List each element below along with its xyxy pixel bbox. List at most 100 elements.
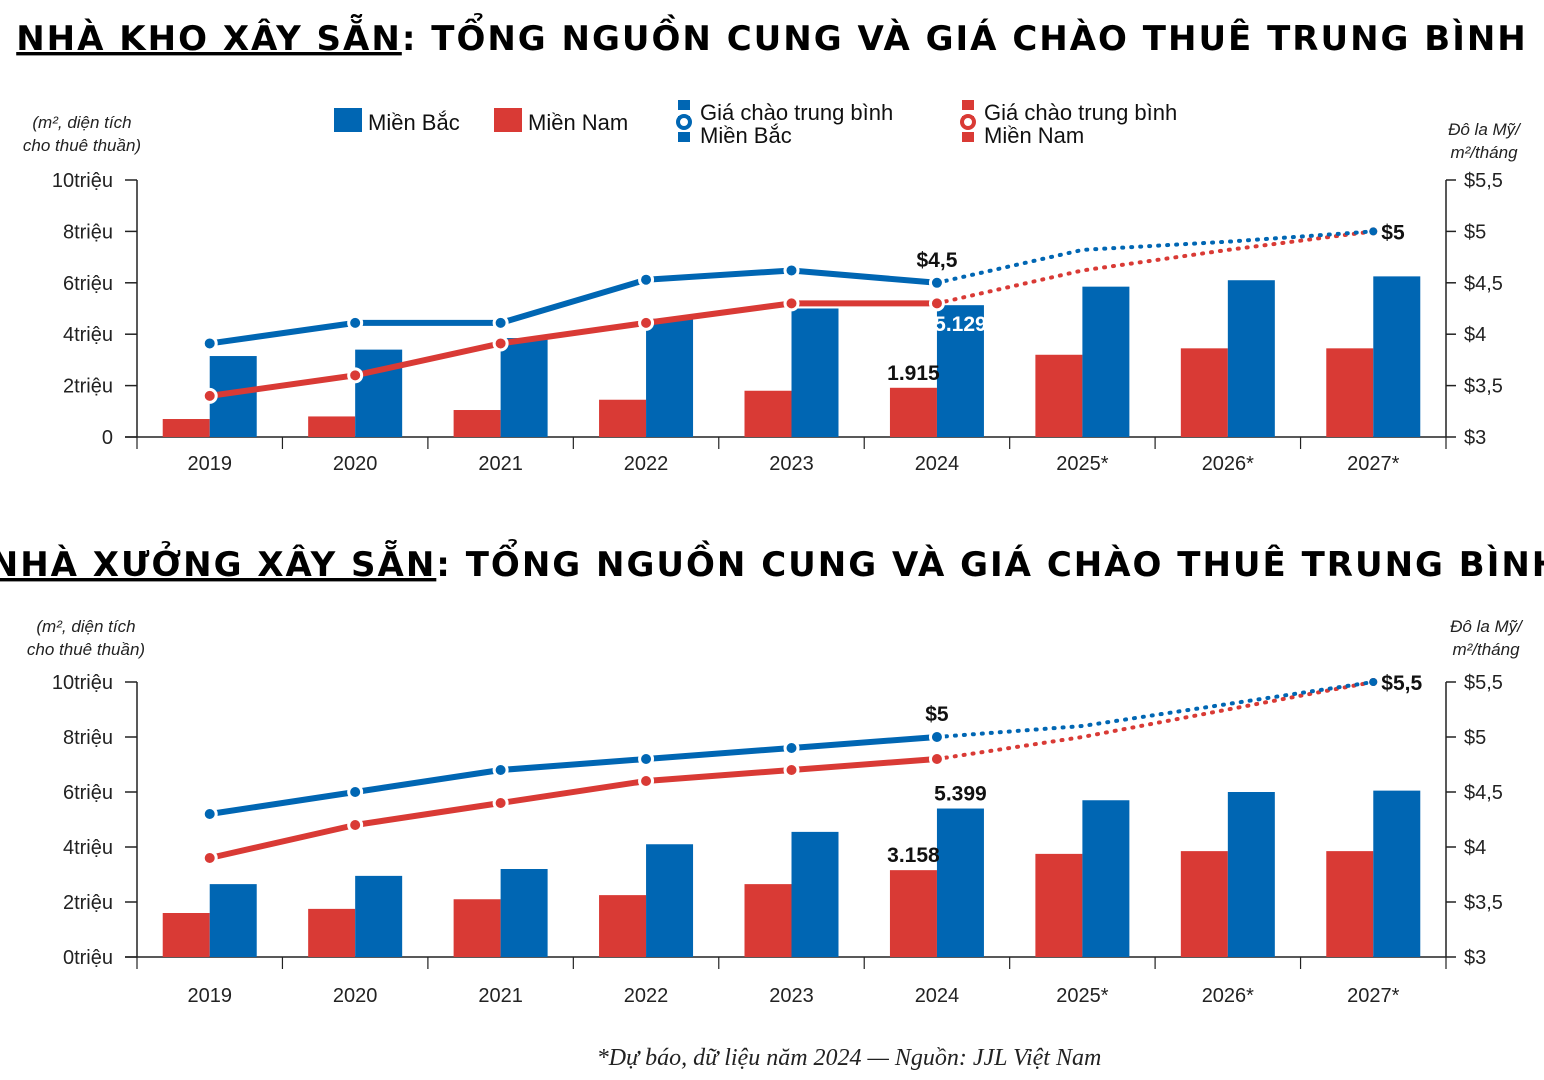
chart-1-left-unit-2: cho thuê thuần) — [23, 136, 141, 155]
chart-1-title-underlined: NHÀ KHO XÂY SẴN — [16, 14, 402, 59]
x-axis-tick-label: 2026* — [1202, 453, 1254, 475]
legend-south-swatch — [494, 108, 522, 132]
bar-mien-bac — [1082, 800, 1130, 957]
bar-mien-bac — [791, 308, 839, 437]
chart-2-right-unit-2: m²/tháng — [1452, 640, 1520, 659]
bar-mien-bac — [936, 808, 984, 957]
bar-mien-nam — [889, 387, 937, 437]
chart-1-right-unit-1: Đô la Mỹ/ — [1448, 120, 1522, 139]
price-point-mien-nam — [201, 850, 218, 866]
price-point-mien-bac — [492, 762, 509, 778]
price-point-mien-nam — [638, 773, 655, 789]
price-line-forecast-mien-bac — [934, 680, 1376, 739]
right-axis-tick-label: $4,5 — [1464, 782, 1503, 804]
data-label: 5.399 — [934, 783, 987, 806]
data-label: 1.915 — [887, 362, 940, 385]
bar-mien-bac — [1227, 280, 1275, 437]
price-line-mien-nam — [206, 756, 940, 861]
price-point-mien-bac — [347, 314, 364, 331]
chart-1-left-unit-1: (m², diện tích — [32, 113, 131, 132]
left-axis-tick-label: 4triệu — [63, 324, 113, 346]
bar-mien-bac — [500, 869, 548, 957]
bar-mien-nam — [1326, 851, 1374, 957]
chart-2-right-unit-1: Đô la Mỹ/ — [1450, 617, 1524, 636]
x-axis-tick-label: 2024 — [915, 985, 960, 1007]
bar-mien-nam — [453, 410, 501, 437]
legend-south-line-label-2: Miền Nam — [984, 123, 1084, 148]
legend-south-line-label-1: Giá chào trung bình — [984, 100, 1177, 125]
x-axis-tick-label: 2027* — [1347, 453, 1399, 475]
bar-mien-nam — [308, 908, 356, 957]
bar-mien-bac — [1373, 790, 1421, 957]
legend-south-line-swatch — [960, 100, 976, 148]
bar-mien-nam — [162, 913, 210, 957]
left-axis-tick-label: 2triệu — [63, 376, 113, 398]
price-line-forecast-mien-nam — [934, 229, 1376, 306]
price-point-mien-bac — [928, 729, 945, 745]
bar-mien-bac — [1373, 276, 1421, 437]
bar-mien-nam — [308, 416, 356, 437]
bar-mien-bac — [1227, 792, 1275, 957]
left-axis-tick-label: 6triệu — [63, 273, 113, 295]
price-point-mien-nam — [928, 751, 945, 767]
bar-mien-bac — [791, 831, 839, 957]
x-axis-tick-label: 2025* — [1056, 453, 1108, 475]
price-point-mien-nam — [783, 295, 800, 312]
right-axis-tick-label: $4 — [1464, 324, 1486, 346]
price-point-mien-nam — [201, 387, 218, 404]
bar-mien-nam — [1035, 354, 1083, 437]
price-point-mien-nam — [347, 817, 364, 833]
bar-mien-bac — [355, 875, 403, 957]
x-axis-tick-label: 2027* — [1347, 985, 1399, 1007]
bar-mien-bac — [500, 338, 548, 437]
price-line-mien-nam — [206, 300, 940, 399]
left-axis-tick-label: 4triệu — [63, 837, 113, 859]
chart-2-title-rest: : TỔNG NGUỒN CUNG VÀ GIÁ CHÀO THUÊ TRUNG… — [436, 538, 1544, 585]
chart-2-title: NHÀ XƯỞNG XÂY SẴN: TỔNG NGUỒN CUNG VÀ GI… — [0, 538, 1544, 585]
price-point-mien-bac — [638, 271, 655, 288]
data-label: $4,5 — [917, 249, 958, 272]
right-axis-tick-label: $3 — [1464, 947, 1486, 969]
x-axis-tick-label: 2019 — [187, 985, 232, 1007]
data-label: 3.158 — [887, 844, 940, 867]
right-axis-tick-label: $5,5 — [1464, 170, 1503, 192]
price-point-mien-bac — [783, 740, 800, 756]
data-label: $5 — [1381, 221, 1405, 244]
legend-south-label: Miền Nam — [528, 110, 628, 135]
bar-mien-nam — [1035, 853, 1083, 957]
bar-mien-nam — [1180, 851, 1228, 957]
price-line-mien-bac — [206, 734, 940, 817]
price-point-mien-bac — [638, 751, 655, 767]
bar-mien-nam — [744, 390, 792, 437]
x-axis-tick-label: 2020 — [333, 453, 378, 475]
bar-mien-nam — [1180, 348, 1228, 437]
bar-mien-bac — [1082, 286, 1130, 437]
x-axis-tick-label: 2022 — [624, 985, 669, 1007]
price-point-mien-bac — [201, 806, 218, 822]
price-point-mien-nam — [638, 314, 655, 331]
footnote: *Dự báo, dữ liệu năm 2024 — Nguồn: JJL V… — [597, 1045, 1102, 1071]
chart-1-title-rest: : TỔNG NGUỒN CUNG VÀ GIÁ CHÀO THUÊ TRUNG… — [402, 12, 1528, 59]
bar-mien-nam — [599, 895, 647, 957]
legend-north-line-label-1: Giá chào trung bình — [700, 100, 893, 125]
bar-mien-nam — [744, 884, 792, 957]
chart-1-right-unit-2: m²/tháng — [1450, 143, 1518, 162]
x-axis-tick-label: 2019 — [187, 453, 232, 475]
right-axis-tick-label: $5,5 — [1464, 672, 1503, 694]
left-axis-tick-label: 10triệu — [52, 672, 113, 694]
left-axis-tick-label: 2triệu — [63, 892, 113, 914]
bar-mien-bac — [355, 349, 403, 437]
chart-2-left-unit-1: (m², diện tích — [36, 617, 135, 636]
right-axis-tick-label: $4 — [1464, 837, 1486, 859]
left-axis-tick-label: 0 — [102, 427, 113, 449]
x-axis-tick-label: 2025* — [1056, 985, 1108, 1007]
chart-2-title-underlined: NHÀ XƯỞNG XÂY SẴN — [0, 540, 436, 585]
right-axis-tick-label: $3 — [1464, 427, 1486, 449]
x-axis-tick-label: 2023 — [769, 453, 814, 475]
right-axis-tick-label: $5 — [1464, 221, 1486, 243]
price-point-forecast-mien-bac — [1369, 678, 1378, 686]
price-point-mien-bac — [492, 314, 509, 331]
left-axis-tick-label: 0triệu — [63, 947, 113, 969]
x-axis-tick-label: 2022 — [624, 453, 669, 475]
